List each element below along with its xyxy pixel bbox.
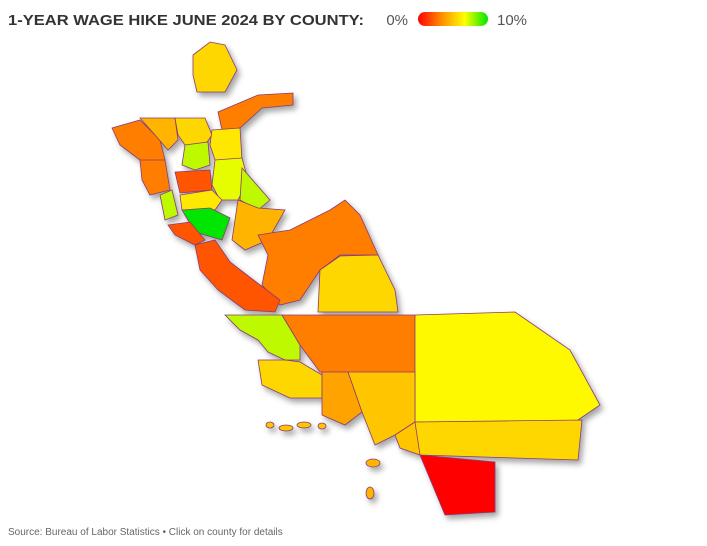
county[interactable] bbox=[321, 371, 363, 426]
county[interactable] bbox=[414, 419, 583, 461]
county[interactable] bbox=[296, 421, 312, 429]
county[interactable] bbox=[217, 92, 294, 131]
county[interactable] bbox=[209, 127, 243, 161]
legend-gradient bbox=[418, 12, 488, 26]
county[interactable] bbox=[317, 254, 399, 313]
county[interactable] bbox=[179, 189, 223, 211]
source: Source: Bureau of Labor Statistics • Cli… bbox=[8, 527, 283, 538]
county[interactable] bbox=[365, 458, 381, 468]
county[interactable] bbox=[419, 454, 496, 516]
county[interactable] bbox=[167, 221, 206, 246]
county[interactable] bbox=[174, 169, 213, 194]
title: 1-YEAR WAGE HIKE JUNE 2024 BY COUNTY: bbox=[8, 12, 364, 29]
legend-min: 0% bbox=[386, 12, 408, 29]
county[interactable] bbox=[257, 359, 323, 399]
county[interactable] bbox=[365, 486, 375, 500]
county-map bbox=[111, 41, 601, 516]
county[interactable] bbox=[174, 117, 213, 146]
county[interactable] bbox=[414, 311, 601, 423]
county[interactable] bbox=[139, 117, 179, 151]
county[interactable] bbox=[139, 159, 171, 196]
county[interactable] bbox=[257, 199, 379, 306]
legend-max: 10% bbox=[497, 12, 527, 29]
county[interactable] bbox=[317, 422, 327, 430]
county[interactable] bbox=[278, 424, 294, 432]
county[interactable] bbox=[181, 141, 211, 171]
county[interactable] bbox=[192, 41, 238, 93]
county[interactable] bbox=[159, 189, 179, 221]
county[interactable] bbox=[194, 239, 281, 313]
county[interactable] bbox=[265, 421, 275, 429]
